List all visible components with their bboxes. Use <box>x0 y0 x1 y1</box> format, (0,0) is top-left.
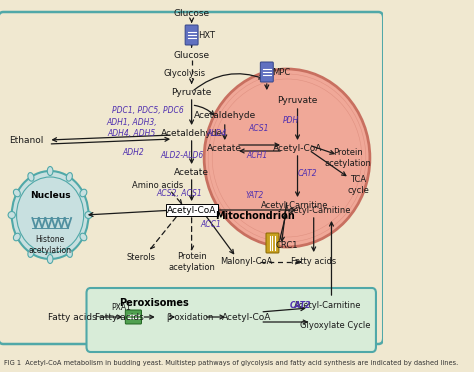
Text: Peroxisomes: Peroxisomes <box>119 298 189 308</box>
FancyBboxPatch shape <box>266 233 279 253</box>
Text: Acetyl-CoA: Acetyl-CoA <box>273 144 322 153</box>
Text: ACH1: ACH1 <box>246 151 268 160</box>
Ellipse shape <box>8 212 15 218</box>
Text: ACC1: ACC1 <box>201 219 221 228</box>
Text: PXA1: PXA1 <box>111 302 131 311</box>
Text: Protein
acetylation: Protein acetylation <box>168 252 215 272</box>
Text: MPC: MPC <box>272 67 291 77</box>
Text: Protein
acetylation: Protein acetylation <box>324 148 371 168</box>
Text: PDC1, PDC5, PDC6: PDC1, PDC5, PDC6 <box>112 106 184 115</box>
Text: Acetaldehyde: Acetaldehyde <box>194 110 256 119</box>
Text: ALD2-ALD6: ALD2-ALD6 <box>160 151 203 160</box>
Ellipse shape <box>13 189 20 197</box>
Text: FIG 1  Acetyl-CoA metabolism in budding yeast. Multistep pathways of glycolysis : FIG 1 Acetyl-CoA metabolism in budding y… <box>4 360 458 366</box>
Ellipse shape <box>13 233 20 241</box>
Text: Acetate: Acetate <box>207 144 242 153</box>
Text: Glycolysis: Glycolysis <box>163 68 205 77</box>
Ellipse shape <box>80 189 87 197</box>
Text: Acetyl-Carnitine: Acetyl-Carnitine <box>284 205 352 215</box>
FancyBboxPatch shape <box>87 288 376 352</box>
Ellipse shape <box>66 173 73 181</box>
Text: TCA
cycle: TCA cycle <box>347 175 369 195</box>
Ellipse shape <box>47 254 53 263</box>
Text: Mitochondrion: Mitochondrion <box>215 211 294 221</box>
Text: CAT2: CAT2 <box>297 169 317 177</box>
Text: Pyruvate: Pyruvate <box>172 87 212 96</box>
Text: Acetyl-CoA: Acetyl-CoA <box>167 205 216 215</box>
Text: Acetyl-CoA: Acetyl-CoA <box>222 312 271 321</box>
Ellipse shape <box>85 212 92 218</box>
FancyBboxPatch shape <box>260 62 273 82</box>
Text: Pyruvate: Pyruvate <box>277 96 318 105</box>
Text: Ethanol: Ethanol <box>9 135 43 144</box>
Text: HXT: HXT <box>198 31 215 39</box>
Text: ADH1, ADH3,
ADH4, ADH5: ADH1, ADH3, ADH4, ADH5 <box>107 118 157 138</box>
Text: Histone
acetylation: Histone acetylation <box>28 235 72 255</box>
Text: Glyoxylate Cycle: Glyoxylate Cycle <box>300 321 371 330</box>
Text: ACS1: ACS1 <box>248 124 269 132</box>
Text: Nucleus: Nucleus <box>30 190 71 199</box>
Text: Glucose: Glucose <box>173 51 210 60</box>
Text: Acetaldehyde: Acetaldehyde <box>161 128 223 138</box>
Text: ALD4: ALD4 <box>207 128 227 138</box>
Text: β-oxidation: β-oxidation <box>166 312 214 321</box>
FancyBboxPatch shape <box>0 12 383 344</box>
Text: PDH: PDH <box>283 115 299 125</box>
Ellipse shape <box>12 171 89 259</box>
Text: Acetate: Acetate <box>174 167 209 176</box>
Text: ADH2: ADH2 <box>122 148 144 157</box>
Text: Acetyl-Carnitine: Acetyl-Carnitine <box>294 301 361 311</box>
Ellipse shape <box>204 69 370 247</box>
Text: Acetyl-Carnitine: Acetyl-Carnitine <box>261 201 329 209</box>
Text: YAT2: YAT2 <box>246 190 264 199</box>
Ellipse shape <box>66 249 73 257</box>
Ellipse shape <box>28 249 34 257</box>
Text: Malonyl-CoA: Malonyl-CoA <box>220 257 273 266</box>
Text: Glucose: Glucose <box>173 9 210 17</box>
Text: Fatty acids: Fatty acids <box>95 312 144 321</box>
Ellipse shape <box>80 233 87 241</box>
FancyBboxPatch shape <box>125 310 141 324</box>
Text: Fatty acids: Fatty acids <box>48 312 97 321</box>
Text: ACS2, ACS1: ACS2, ACS1 <box>156 189 202 198</box>
Text: CRC1: CRC1 <box>276 241 298 250</box>
Text: CAT2: CAT2 <box>290 301 311 310</box>
Ellipse shape <box>17 177 84 253</box>
Text: Fatty acids: Fatty acids <box>291 257 337 266</box>
Ellipse shape <box>47 167 53 176</box>
Text: Sterols: Sterols <box>127 253 156 263</box>
Text: Amino acids: Amino acids <box>132 180 183 189</box>
FancyBboxPatch shape <box>185 25 198 45</box>
Ellipse shape <box>28 173 34 181</box>
